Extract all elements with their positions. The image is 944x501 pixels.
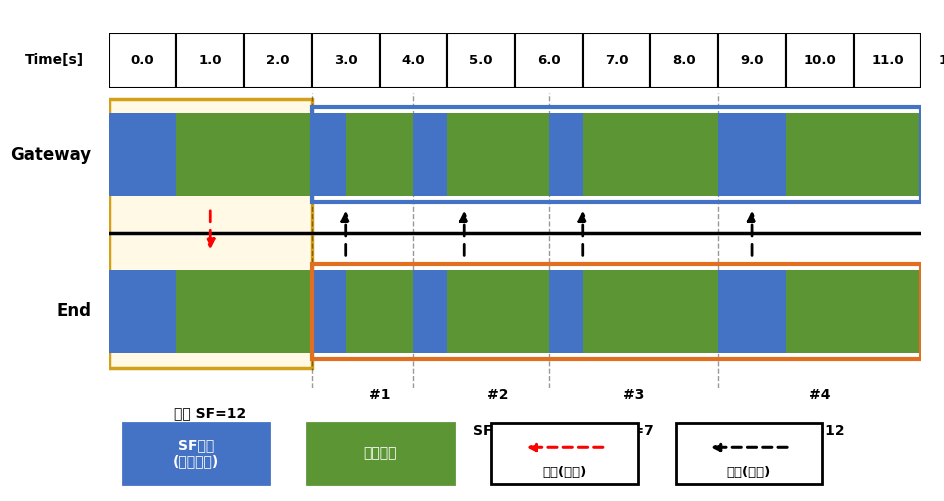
Bar xyxy=(717,33,785,88)
Bar xyxy=(413,270,447,353)
Bar xyxy=(649,33,717,88)
FancyBboxPatch shape xyxy=(307,423,453,484)
Bar xyxy=(312,33,379,88)
Text: SF=11: SF=11 xyxy=(472,424,523,438)
Bar xyxy=(582,33,649,88)
Text: SF=7: SF=7 xyxy=(359,424,399,438)
Text: 11.0: 11.0 xyxy=(870,54,902,67)
Text: 3.0: 3.0 xyxy=(333,54,357,67)
Bar xyxy=(346,270,413,353)
Bar xyxy=(447,270,548,353)
Text: 1.0: 1.0 xyxy=(198,54,222,67)
Bar xyxy=(109,33,177,88)
Bar xyxy=(447,113,548,196)
FancyBboxPatch shape xyxy=(675,423,821,484)
Bar xyxy=(109,113,177,196)
Text: 9.0: 9.0 xyxy=(739,54,763,67)
Bar xyxy=(514,33,582,88)
Text: #4: #4 xyxy=(808,388,830,402)
Bar xyxy=(582,270,717,353)
Bar xyxy=(413,113,447,196)
Text: SF=7: SF=7 xyxy=(613,424,653,438)
Text: 転送時間: 転送時間 xyxy=(363,446,396,460)
Bar xyxy=(852,33,920,88)
Text: SF=12: SF=12 xyxy=(794,424,844,438)
Bar xyxy=(582,113,717,196)
Bar xyxy=(785,113,920,196)
Bar xyxy=(379,33,447,88)
Text: #3: #3 xyxy=(622,388,644,402)
Bar xyxy=(717,113,785,196)
Bar xyxy=(244,33,312,88)
Bar xyxy=(109,270,177,353)
Bar xyxy=(447,33,514,88)
Bar xyxy=(920,33,944,88)
Text: 7.0: 7.0 xyxy=(604,54,628,67)
Text: 8.0: 8.0 xyxy=(672,54,696,67)
Text: SF切替
(通信休止): SF切替 (通信休止) xyxy=(173,438,219,468)
Text: End: End xyxy=(57,303,92,321)
FancyBboxPatch shape xyxy=(123,423,269,484)
FancyBboxPatch shape xyxy=(109,99,312,368)
Text: Time[s]: Time[s] xyxy=(25,53,84,67)
Bar xyxy=(177,33,244,88)
Text: 2.0: 2.0 xyxy=(266,54,290,67)
Bar xyxy=(548,270,582,353)
Text: 送信(個々): 送信(個々) xyxy=(726,466,770,479)
FancyBboxPatch shape xyxy=(491,423,637,484)
Bar xyxy=(346,113,413,196)
Bar xyxy=(785,270,920,353)
Text: #1: #1 xyxy=(368,388,390,402)
Bar xyxy=(177,113,312,196)
Text: 12.0: 12.0 xyxy=(938,54,944,67)
Bar xyxy=(717,270,785,353)
Bar xyxy=(312,270,346,353)
Text: 4.0: 4.0 xyxy=(401,54,425,67)
Bar xyxy=(548,113,582,196)
Text: 5.0: 5.0 xyxy=(469,54,493,67)
Bar xyxy=(785,33,852,88)
Text: 0.0: 0.0 xyxy=(130,54,154,67)
Text: 6.0: 6.0 xyxy=(536,54,560,67)
Bar xyxy=(312,113,346,196)
Text: 送信(一驊): 送信(一驊) xyxy=(542,466,586,479)
Bar xyxy=(177,270,312,353)
Text: Gateway: Gateway xyxy=(10,146,92,164)
Text: 同期 SF=12: 同期 SF=12 xyxy=(174,406,246,420)
Text: #2: #2 xyxy=(487,388,508,402)
Text: 10.0: 10.0 xyxy=(802,54,835,67)
